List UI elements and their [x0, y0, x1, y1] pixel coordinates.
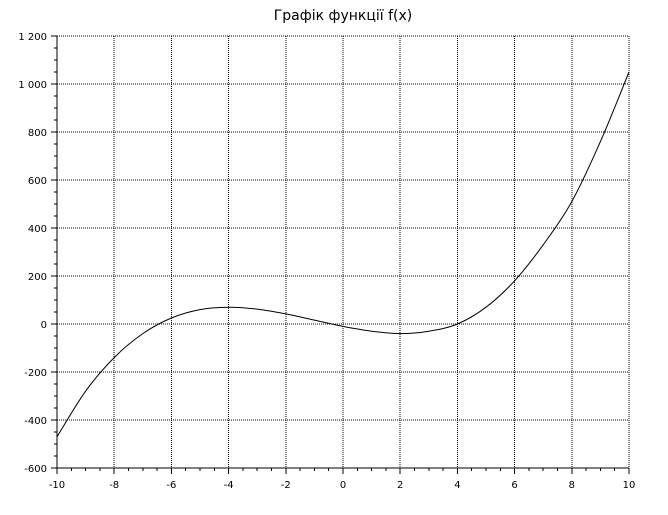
- y-tick-label: 800: [28, 128, 47, 139]
- grid-lines: [56, 35, 630, 469]
- y-tick-label: 400: [28, 224, 47, 235]
- chart-title: Графік функції f(x): [274, 8, 413, 24]
- x-tick-label: 10: [623, 480, 636, 491]
- y-tick-label: -200: [24, 368, 47, 379]
- y-tick-label: 1 200: [18, 32, 47, 43]
- x-tick-label: -4: [224, 480, 234, 491]
- plot-area: [56, 71, 630, 438]
- y-tick-label: 200: [28, 272, 47, 283]
- y-tick-label: -400: [24, 416, 47, 427]
- x-tick-label: -8: [109, 480, 119, 491]
- x-tick-label: 2: [397, 480, 403, 491]
- y-tick-label: 0: [41, 320, 47, 331]
- x-tick-label: -6: [166, 480, 176, 491]
- y-tick-label: -600: [24, 464, 47, 475]
- x-tick-label: 0: [340, 480, 346, 491]
- x-tick-label: -2: [281, 480, 291, 491]
- x-tick-label: 6: [511, 480, 517, 491]
- y-tick-label: 600: [28, 176, 47, 187]
- x-tick-label: 8: [569, 480, 575, 491]
- y-tick-label: 1 000: [18, 80, 47, 91]
- axes: -600 -400 -200 0 200 400 600 800 1 000 1 200 -10 -8…: [18, 32, 635, 491]
- x-tick-label: 4: [454, 480, 460, 491]
- x-tick-label: -10: [49, 480, 65, 491]
- series-line: [56, 71, 630, 438]
